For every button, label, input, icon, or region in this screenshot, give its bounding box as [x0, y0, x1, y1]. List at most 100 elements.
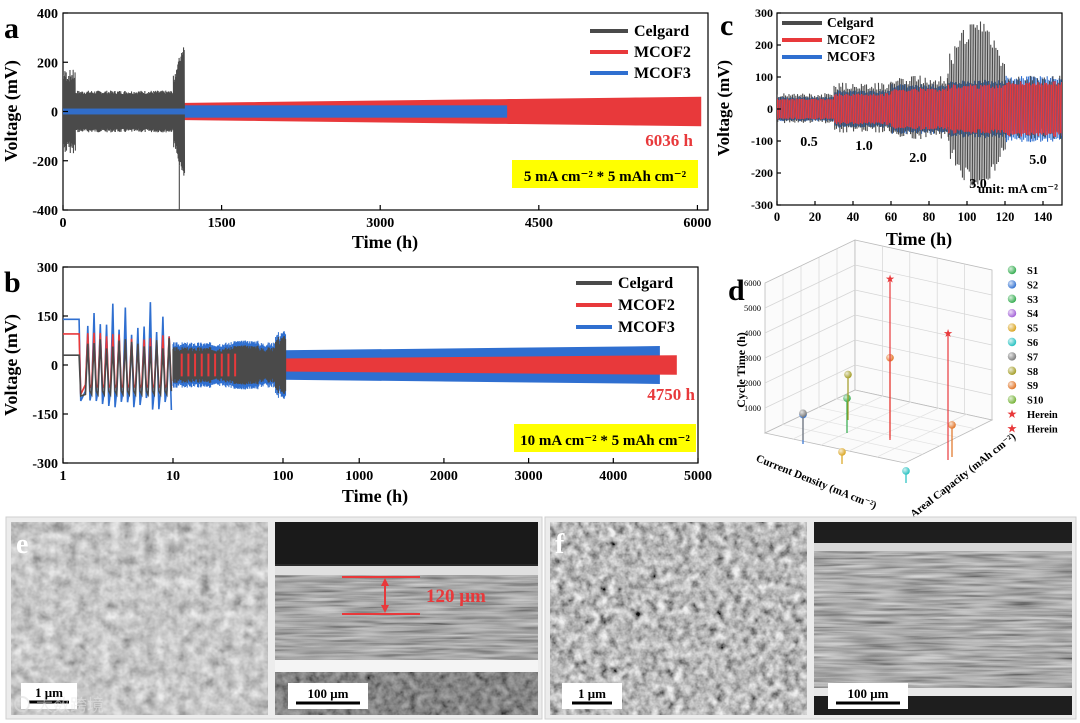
y-tick-label-b: -150 [32, 408, 58, 423]
legend-label-d: S9 [1027, 381, 1038, 392]
current-density-label-c: 2.0 [909, 151, 927, 166]
legend-marker-highlight [1007, 309, 1017, 318]
z-tick-label-d: 2000 [744, 378, 761, 388]
legend-label-c: Celgard [827, 15, 874, 30]
scalebar-label-f-right: 100 μm [848, 686, 889, 701]
legend-b: Celgard MCOF2 MCOF3 [576, 275, 675, 336]
x-tick-label-c: 100 [958, 210, 977, 224]
duration-annotation-b: 4750 h [647, 385, 695, 404]
legend-marker-highlight [1007, 265, 1017, 275]
sem-image-f-cross-section [814, 522, 1072, 715]
legend-a: Celgard MCOF2 MCOF3 [590, 23, 691, 82]
thickness-arrowhead-up [381, 578, 389, 586]
z-axis-label-d: Cycle Time (h) [734, 332, 748, 408]
3d-grid-d: 1000 2000 3000 4000 5000 6000 [744, 239, 994, 464]
scalebar-label-e-right: 100 μm [308, 686, 349, 701]
x-tick-label-b: 100 [273, 469, 294, 484]
grid-line-d [854, 314, 993, 346]
legend-label-b: MCOF3 [618, 319, 675, 336]
x-tick-label-c: 0 [774, 210, 780, 224]
condition-box-a [512, 160, 698, 188]
x-tick-label-a: 0 [60, 216, 67, 231]
point-highlight [838, 448, 846, 456]
x-axis-label-b: Time (h) [342, 486, 408, 507]
grid-line-d [764, 314, 856, 359]
y-tick-label-a: -400 [32, 204, 58, 219]
x-tick-label-c: 80 [923, 210, 936, 224]
grid-line-d [799, 415, 940, 447]
step-labels-c: 0.5 1.0 2.0 3.0 5.0 [800, 135, 1047, 192]
y-axis-label-a: Voltage (mV) [1, 60, 22, 162]
axes-b: 1 10 100 1000 2000 3000 4000 5000 -300 -150 0 150 30… [32, 261, 712, 484]
scalebar-box-e-right [288, 683, 368, 709]
grid-line-d [764, 339, 856, 384]
legend-label-d: S3 [1027, 295, 1038, 306]
condition-box-b [514, 424, 696, 452]
y-tick-label-c: 200 [755, 38, 773, 52]
y-tick-label-a: 200 [37, 56, 58, 71]
x-tick-label-b: 1000 [345, 469, 373, 484]
watermark-logo [14, 696, 30, 712]
legend-label-d: S2 [1027, 280, 1038, 291]
current-density-label-c: 3.0 [969, 177, 987, 192]
legend-marker-highlight [1007, 294, 1017, 303]
grid-line-d [792, 395, 884, 440]
x-tick-label-b: 4000 [599, 469, 627, 484]
y-tick-label-c: 100 [755, 70, 773, 84]
watermark-text: 大数跨境 [36, 696, 104, 715]
panel-letter-f: f [555, 529, 565, 560]
legend-label-b: Celgard [618, 275, 673, 292]
legend-marker-highlight [1007, 337, 1017, 347]
current-density-label-c: 0.5 [800, 135, 818, 150]
panel-c: c 0 20 40 60 80 100 120 140 -300 -200 -100 0 100 200 3… [714, 6, 1063, 250]
x-tick-label-c: 120 [996, 210, 1015, 224]
point-highlight [843, 394, 851, 403]
point-Herein: ★ [943, 328, 953, 340]
axes-a: 0 1500 3000 4500 6000 -400 -200 0 200 400 [32, 7, 711, 231]
z-tick-label-d: 3000 [744, 353, 761, 363]
scalebar-box-f-left [562, 683, 622, 709]
grid-line-d [854, 339, 993, 371]
sem-image-f-surface [550, 522, 807, 715]
series-MCOF2-b [283, 355, 677, 375]
legend-marker-d: ★ [1007, 407, 1018, 421]
grid-line-d [764, 264, 856, 309]
scalebar-label-e-left: 1 μm [35, 685, 63, 700]
sem-image-e-surface [11, 522, 268, 715]
x-axis-label-d: Current Density (mA cm⁻²) [754, 452, 878, 512]
duration-annotation-a: 6036 h [645, 131, 693, 150]
x-tick-label-a: 4500 [525, 216, 553, 231]
x-tick-label-a: 1500 [208, 216, 236, 231]
legend-label-d: Herein [1027, 424, 1058, 435]
grid-line-d [854, 264, 993, 296]
y-tick-label-a: 0 [51, 106, 58, 121]
legend-marker-highlight [1007, 381, 1017, 390]
y-tick-label-b: 150 [37, 310, 58, 325]
series-Celgard-early-b [63, 338, 173, 398]
grid-line-d [817, 406, 958, 438]
z-tick-label-d: 1000 [744, 403, 761, 413]
x-tick-label-b: 2000 [430, 469, 458, 484]
point-Herein: ★ [885, 274, 895, 286]
grid-line-d [820, 401, 912, 446]
panel-letter-a: a [4, 12, 19, 45]
y-tick-label-a: 400 [37, 7, 58, 22]
legend-marker-highlight [1007, 366, 1017, 375]
z-tick-label-d: 5000 [744, 303, 761, 313]
y-tick-label-c: 300 [755, 6, 773, 20]
scalebar-box-e-left [21, 683, 77, 709]
scalebar-box-f-right [828, 683, 908, 709]
grid-line-d [854, 364, 993, 396]
grid-line-d [848, 407, 940, 452]
series-MCOF3-core-a [63, 108, 508, 115]
grid-line-d [782, 424, 923, 455]
thickness-arrowhead-down [381, 605, 389, 613]
point-highlight [902, 467, 910, 475]
condition-text-a: 5 mA cm⁻² * 5 mAh cm⁻² [524, 169, 687, 185]
panel-b: b 1 10 100 1000 2000 3000 4000 5000 -300 -150 0 150… [1, 261, 712, 507]
x-tick-label-b: 5000 [684, 469, 712, 484]
x-tick-label-c: 40 [847, 210, 860, 224]
panel-a: a 0 1500 3000 4500 6000 -400 -200 0 200 400 Time … [1, 7, 711, 253]
legend-marker-highlight [1007, 323, 1017, 332]
z-tick-label-d: 4000 [744, 328, 761, 338]
